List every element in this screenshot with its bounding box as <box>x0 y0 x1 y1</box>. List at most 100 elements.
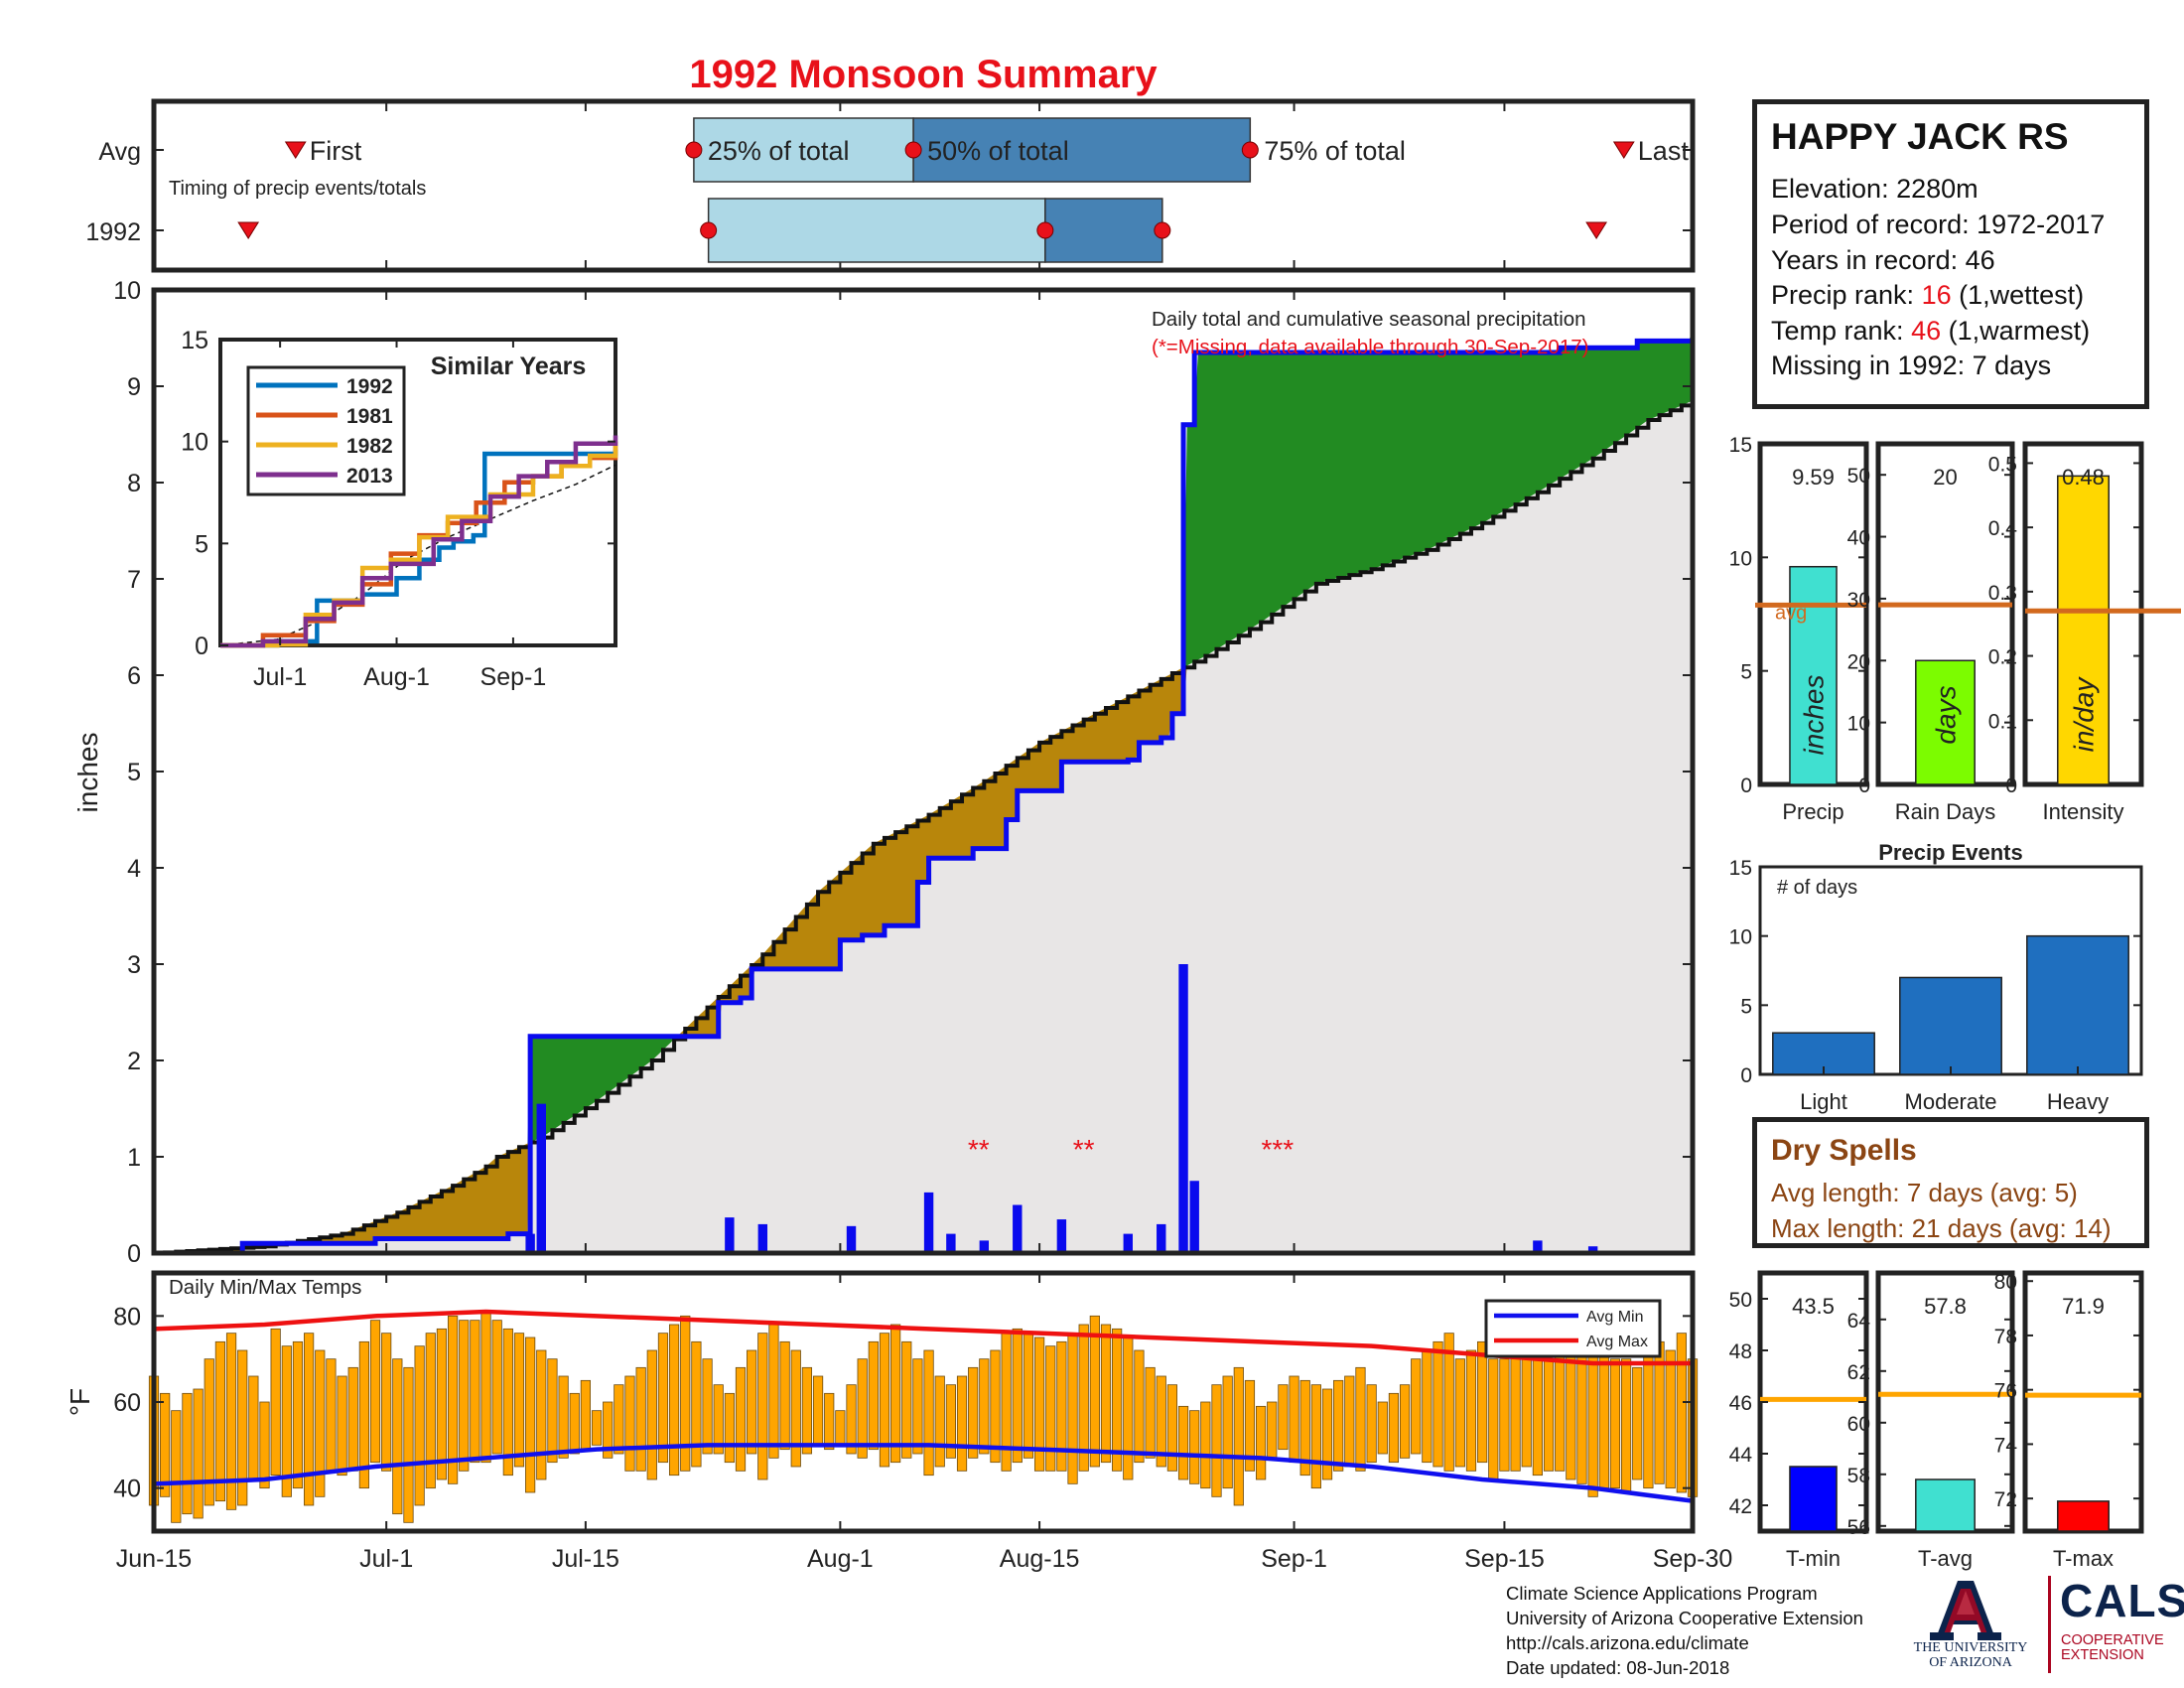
daily-temp-bar <box>1333 1379 1344 1472</box>
daily-temp-bar <box>193 1388 204 1519</box>
similar-xtick-label: Aug-1 <box>363 663 430 691</box>
precip_total-ytick-label: 5 <box>1740 661 1752 684</box>
daily-temp-bar <box>591 1410 603 1446</box>
daily-temp-bar <box>547 1358 558 1464</box>
timing-row-label-1992: 1992 <box>85 218 141 246</box>
temp-rank: Temp rank: 46 (1,warmest) <box>1771 316 2090 347</box>
daily-temp-bar <box>204 1358 214 1506</box>
rain_days-ytick-label: 40 <box>1847 527 1870 550</box>
intensity-ytick-label: 0.3 <box>1988 582 2017 605</box>
daily-temp-bar <box>292 1340 304 1489</box>
rain_days-ytick-label: 10 <box>1847 713 1870 736</box>
daily-temp-bar <box>569 1392 580 1455</box>
main-ytick-label: 2 <box>127 1048 141 1075</box>
daily-temp-bar <box>315 1349 326 1497</box>
temp-rank-prefix: Temp rank: <box>1771 316 1912 346</box>
credits-block: Climate Science Applications Program Uni… <box>1506 1581 1863 1680</box>
daily-temp-bar <box>337 1375 347 1477</box>
daily-temp-bar <box>580 1379 591 1451</box>
daily-temp-bar <box>525 1336 536 1493</box>
daily-temp-bar <box>1477 1340 1488 1464</box>
similar-ytick-label: 10 <box>181 429 208 457</box>
date-axis-label: Jul-15 <box>552 1545 619 1573</box>
timing-triangle-last-avg <box>1612 141 1635 159</box>
daily-temp-bar <box>491 1320 502 1455</box>
intensity-ytick-label: 0.4 <box>1988 517 2018 540</box>
timing-triangle-last-y1992 <box>1585 221 1608 239</box>
tmax-xlabel: T-max <box>2053 1546 2114 1571</box>
daily-temp-bar <box>1289 1375 1299 1464</box>
daily-temp-bar <box>1620 1358 1632 1493</box>
daily-temp-bar <box>1665 1349 1676 1489</box>
rain_days-ytick-label: 30 <box>1847 589 1870 612</box>
daily-temp-bar <box>558 1375 569 1459</box>
missing-data-mark: ** <box>968 1134 990 1165</box>
daily-temp-bar <box>1344 1375 1355 1468</box>
daily-temp-bar <box>1521 1345 1532 1468</box>
daily-temp-bar <box>403 1366 414 1523</box>
tmin-ytick-label: 46 <box>1729 1392 1752 1415</box>
date-axis-label: Sep-30 <box>1653 1545 1733 1573</box>
daily-temp-bar <box>779 1340 790 1451</box>
dry-spells-max-length: Max length: 21 days (avg: 14) <box>1771 1213 2112 1243</box>
tavg-ytick-label: 58 <box>1847 1465 1870 1487</box>
credits-url[interactable]: http://cals.arizona.edu/climate <box>1506 1632 1749 1653</box>
precip_total-xlabel: Precip <box>1782 799 1843 824</box>
daily-temp-bar <box>1112 1328 1123 1472</box>
daily-temp-bar <box>968 1366 979 1459</box>
intensity-bar-label: in/day <box>2069 676 2100 753</box>
intensity-ytick-label: 0 <box>2005 774 2017 797</box>
tavg-xlabel: T-avg <box>1918 1546 1973 1571</box>
daily-precip-bar <box>1157 1223 1166 1253</box>
daily-temp-bar <box>768 1324 779 1459</box>
daily-temp-bar <box>160 1392 171 1497</box>
ua-text-line1: THE UNIVERSITY <box>1913 1640 2028 1655</box>
years-label: Years in record: 46 <box>1771 245 1995 275</box>
daily-temp-bar <box>1532 1349 1543 1477</box>
precip-rank-value: 16 <box>1921 280 1952 310</box>
period-label: Period of record: 1972-2017 <box>1771 210 2106 239</box>
timing-label-first: First <box>310 136 362 166</box>
daily-precip-bar <box>1013 1204 1023 1253</box>
daily-temp-bar <box>603 1401 614 1459</box>
tavg-ytick-label: 62 <box>1847 1361 1870 1384</box>
daily-temp-bar <box>646 1349 657 1480</box>
main-title: 1992 Monsoon Summary <box>689 53 1158 96</box>
main-ytick-label: 5 <box>127 759 141 786</box>
daily-precip-bar <box>1056 1219 1067 1253</box>
tmax-bar <box>2057 1500 2110 1532</box>
tmax-ytick-label: 78 <box>1994 1326 2017 1348</box>
similar-years-title: Similar Years <box>431 352 587 380</box>
main-ytick-label: 1 <box>127 1144 141 1172</box>
rain_days-bar-label: days <box>1931 685 1962 744</box>
daily-temp-bar <box>1609 1358 1621 1489</box>
precip-events-ytick-label: 15 <box>1729 857 1752 880</box>
daily-precip-bar <box>846 1225 857 1253</box>
daily-temp-bar <box>1189 1410 1200 1484</box>
main-chart-title: Daily total and cumulative seasonal prec… <box>1152 308 1586 331</box>
daily-temp-bar <box>369 1320 381 1464</box>
precip_total-ytick-label: 10 <box>1729 547 1752 570</box>
legend-label-2013: 2013 <box>346 465 393 488</box>
daily-temp-bar <box>1222 1375 1233 1489</box>
intensity-ytick-label: 0.1 <box>1988 710 2017 733</box>
daily-temp-bar <box>956 1375 968 1472</box>
daily-temp-bar <box>1078 1324 1089 1472</box>
daily-temp-bar <box>1433 1340 1443 1468</box>
tmax-panel-frame <box>2022 1270 2144 1534</box>
daily-temp-bar <box>680 1315 691 1472</box>
deficit-area <box>154 400 1693 1253</box>
coop-line2: EXTENSION <box>2061 1647 2144 1663</box>
precip-rank-prefix: Precip rank: <box>1771 280 1922 310</box>
daily-temp-bar <box>480 1311 491 1464</box>
daily-temp-bar <box>326 1358 337 1472</box>
tmin-ytick-label: 42 <box>1729 1495 1752 1518</box>
avg-min-line <box>153 1443 1694 1503</box>
tavg-ytick-label: 60 <box>1847 1413 1870 1436</box>
temps-ytick-label: 80 <box>113 1303 141 1331</box>
daily-temp-bar <box>614 1384 624 1455</box>
daily-temp-bar <box>1355 1366 1366 1472</box>
daily-temp-bar <box>1543 1358 1555 1472</box>
daily-temp-bar <box>1321 1388 1333 1480</box>
